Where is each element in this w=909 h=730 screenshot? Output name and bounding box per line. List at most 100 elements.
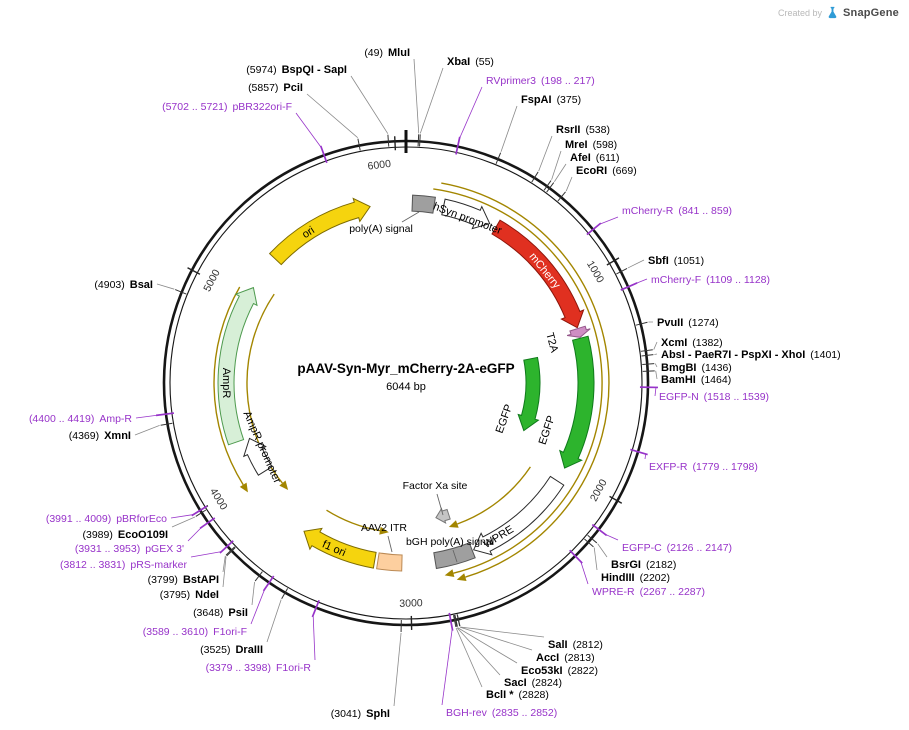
- callout-leader-line: [306, 93, 358, 139]
- enzyme-site-tick: [641, 354, 654, 357]
- callout-leader-line: [459, 626, 533, 651]
- primer-site-tick: [319, 145, 328, 164]
- callout-leader-line: [593, 547, 598, 571]
- callout-leader-line: [500, 105, 518, 152]
- callout-pbr322ori-f: (5702 .. 5721) pBR322ori-F: [162, 101, 292, 113]
- aav2-itr-label: AAV2 ITR: [361, 522, 407, 534]
- primer-site-tick: [586, 222, 602, 236]
- feature-label-t2a: T2A: [543, 331, 560, 354]
- callout-mcherry-f: mCherry-F (1109 .. 1128): [651, 274, 770, 286]
- enzyme-site-tick: [456, 614, 461, 627]
- callout-leader-line: [597, 543, 608, 558]
- callout-leader-line: [295, 112, 322, 148]
- callout-ecori: EcoRI (669): [576, 165, 637, 177]
- reading-frame-arc: [433, 188, 603, 574]
- callout-leader-line: [135, 414, 159, 419]
- enzyme-site-tick: [419, 134, 421, 147]
- feature-aav2-itr: [376, 552, 403, 572]
- scale-tick-label: 1000: [584, 259, 606, 285]
- callout-leader-line: [635, 278, 648, 285]
- enzyme-site-tick: [584, 538, 594, 548]
- polya-signal-label-leader: [401, 211, 420, 223]
- primer-site-tick: [620, 282, 638, 291]
- enzyme-site-tick: [642, 363, 655, 366]
- scale-tick: [606, 257, 620, 266]
- callout-pvuii: PvuII (1274): [657, 317, 719, 329]
- callout-leader-line: [655, 370, 658, 380]
- feature-label-ori: ori: [300, 224, 317, 241]
- reading-frame-arrowhead: [456, 573, 467, 581]
- scale-tick: [394, 136, 397, 151]
- primer-site-tick: [262, 575, 275, 592]
- callout-leader-line: [653, 341, 658, 350]
- enzyme-site-tick: [616, 267, 628, 275]
- callout-psii: (3648) PsiI: [193, 607, 248, 619]
- callout-wpre-r: WPRE-R (2267 .. 2287): [592, 586, 705, 598]
- callout-leader-line: [551, 150, 562, 180]
- enzyme-site-tick: [452, 615, 457, 628]
- callout-leader-line: [134, 425, 160, 436]
- enzyme-site-tick: [642, 370, 655, 372]
- feature-f1-ori: [303, 527, 377, 569]
- enzyme-site-tick: [417, 134, 420, 147]
- reading-frame-arrowhead: [379, 526, 389, 535]
- callout-absi-paer7i-pspxi-xhoi: AbsI - PaeR7I - PspXI - XhoI (1401): [661, 349, 841, 361]
- callout-bcli: BclI * (2828): [486, 689, 549, 701]
- enzyme-site-tick: [387, 134, 390, 147]
- bgh-polya-signal-label-leader: [452, 549, 458, 563]
- primer-site-tick: [455, 136, 461, 155]
- enzyme-site-tick: [531, 171, 539, 183]
- callout-sphi: (3041) SphI: [331, 708, 390, 720]
- callout-leader-line: [350, 75, 389, 134]
- callout-bamhi: BamHI (1464): [661, 374, 731, 386]
- callout-leader-line: [190, 551, 222, 558]
- primer-site-tick: [591, 523, 608, 537]
- feature-ori: [268, 197, 371, 266]
- enzyme-site-tick: [160, 422, 173, 426]
- callout-ndei: (3795) NdeI: [160, 589, 219, 601]
- reading-frame-arrowhead: [279, 480, 289, 491]
- feature-ampr-promoter: [242, 437, 273, 476]
- primer-site-tick: [630, 448, 648, 456]
- enzyme-site-tick: [640, 349, 653, 352]
- callout-amp-r: (4400 .. 4419) Amp-R: [29, 413, 132, 425]
- callout-leader-line: [457, 627, 518, 664]
- reading-frame-arrowhead: [444, 569, 455, 578]
- primer-site-tick: [448, 612, 454, 631]
- bgh-polya-signal-label: bGH poly(A) signal: [406, 536, 494, 548]
- enzyme-site-tick: [587, 534, 598, 544]
- callout-exfp-r: EXFP-R (1779 .. 1798): [649, 461, 758, 473]
- callout-bmgbi: BmgBI (1436): [661, 362, 732, 374]
- feature-factor-xa-site: [435, 507, 451, 525]
- reading-frame-arc: [441, 182, 610, 578]
- callout-leader-line: [654, 387, 657, 397]
- scale-tick-label: 6000: [367, 158, 392, 173]
- feature-ampr: [217, 286, 258, 446]
- callout-leader-line: [413, 58, 420, 134]
- callout-prs-marker: (3812 .. 3831) pRS-marker: [60, 559, 187, 571]
- feature-egfp-inner: [517, 356, 541, 432]
- callout-rsrii: RsrII (538): [556, 124, 610, 136]
- callout-ecoo109i: (3989) EcoO109I: [83, 529, 169, 541]
- enzyme-site-tick: [635, 321, 648, 326]
- scale-tick-label: 5000: [201, 267, 223, 293]
- callout-afei: AfeI (611): [570, 152, 620, 164]
- callout-leader-line: [599, 216, 619, 225]
- callout-leader-line: [419, 67, 444, 134]
- enzyme-site-tick: [557, 191, 566, 202]
- callout-leader-line: [565, 176, 573, 192]
- enzyme-site-tick: [195, 509, 207, 517]
- scale-tick-label: 2000: [588, 477, 610, 503]
- callout-saci: SacI (2824): [504, 677, 562, 689]
- feature-label-ampr: AmpR: [220, 368, 232, 399]
- callout-leader-line: [654, 363, 658, 368]
- feature-egfp: [559, 335, 595, 469]
- enzyme-site-tick: [225, 546, 236, 556]
- callout-xcmi: XcmI (1382): [661, 337, 723, 349]
- factor-xa-site-label: Factor Xa site: [403, 480, 468, 492]
- snapgene-credit: Created by SnapGene: [778, 6, 899, 19]
- callout-pbrforeco: (3991 .. 4009) pBRforEco: [46, 513, 167, 525]
- callout-leader-line: [266, 599, 282, 643]
- callout-bspqi-sapi: (5974) BspQI - SapI: [246, 64, 347, 76]
